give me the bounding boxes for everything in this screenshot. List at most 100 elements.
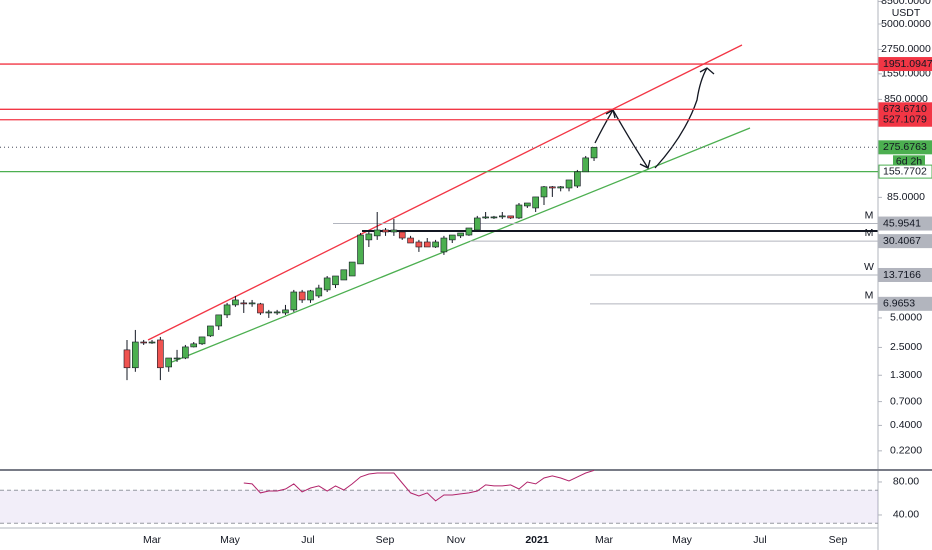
trend-line-upper	[147, 44, 743, 341]
candle-body	[357, 234, 364, 265]
rsi-line	[243, 469, 595, 502]
candle-body	[448, 234, 456, 241]
candle-body	[248, 302, 256, 305]
level-marker: M	[865, 227, 874, 239]
candle-body	[482, 216, 489, 219]
x-tick-label: Sep	[829, 534, 848, 546]
price-tag-label: 1951.0947	[883, 58, 932, 70]
candle-body	[440, 237, 448, 253]
y-tick-label: 850.0000	[884, 93, 928, 105]
candle-body	[398, 231, 406, 239]
price-tag	[878, 164, 932, 179]
price-tag	[878, 112, 932, 127]
price-tag	[878, 57, 932, 72]
x-tick-label: Jul	[753, 534, 766, 546]
candle-body	[157, 339, 164, 369]
candle-body	[232, 299, 239, 306]
candle-body	[257, 303, 264, 314]
candle-body	[557, 186, 564, 189]
candle-body	[132, 341, 139, 369]
projection-arrow	[654, 67, 708, 169]
rsi-band	[0, 490, 878, 524]
y-tick-label: 1.3000	[890, 369, 922, 381]
candle-body	[415, 241, 423, 248]
y-tick-label: 5.0000	[890, 312, 922, 324]
candle-body	[532, 196, 539, 209]
price-tag-label: 527.1079	[883, 114, 927, 126]
candle-body	[490, 216, 498, 219]
y-tick-label: 85.0000	[887, 191, 925, 203]
price-tag-label: 30.4067	[883, 235, 921, 247]
candle-body	[390, 229, 398, 233]
candle-body	[498, 215, 506, 218]
candle-body	[540, 186, 548, 198]
candle-body	[165, 357, 172, 368]
y-tick-label: 80.00	[893, 476, 919, 488]
candle-body	[432, 241, 439, 248]
price-tag	[878, 216, 932, 231]
x-tick-label: Jul	[301, 534, 314, 546]
candle-body	[582, 157, 590, 173]
price-tag-label: 155.7702	[883, 165, 927, 177]
x-tick-label: Mar	[143, 534, 162, 546]
x-tick-label: Mar	[595, 534, 614, 546]
candle-body	[473, 217, 481, 231]
level-marker: M	[865, 290, 874, 302]
candle-body	[323, 277, 331, 291]
drawings	[147, 44, 878, 363]
level-marker: M	[865, 209, 874, 221]
candle-body	[190, 343, 198, 348]
candle-body	[507, 215, 514, 219]
candle-body	[182, 346, 189, 359]
candle-body	[332, 275, 339, 286]
candle-body	[348, 261, 356, 277]
candle-body	[549, 186, 556, 189]
price-tag	[878, 296, 932, 311]
price-tag	[878, 267, 932, 282]
price-tag-label: 6.9653	[883, 298, 915, 310]
arrow-head	[699, 67, 715, 75]
y-tick-label: 0.7000	[890, 395, 922, 407]
price-tag	[878, 140, 932, 155]
x-tick-label: Nov	[447, 534, 466, 546]
y-tick-label: 2750.0000	[881, 43, 931, 55]
candle-body	[565, 179, 573, 189]
candle-body	[574, 171, 581, 187]
y-tick-label: 40.00	[893, 509, 919, 521]
price-tag-label: 275.6763	[883, 141, 927, 153]
candle-body	[140, 341, 147, 344]
candle-body	[407, 237, 414, 244]
x-tick-label: 2021	[525, 534, 549, 546]
candle-body	[315, 287, 323, 297]
unit-label: USDT	[892, 7, 921, 19]
candle-body	[382, 229, 389, 233]
price-tag	[878, 234, 932, 249]
trend-line-lower	[171, 127, 751, 363]
candle-body	[524, 202, 531, 207]
candle-body	[123, 349, 131, 369]
y-tick-label: 0.2200	[890, 445, 922, 457]
level-marker: W	[864, 261, 874, 273]
candle-body	[273, 311, 281, 314]
candle-body	[465, 227, 473, 236]
candle-body	[298, 291, 306, 301]
candle-body	[223, 304, 231, 316]
price-tag-label: 45.9541	[883, 217, 921, 229]
candle-body	[340, 269, 348, 281]
y-tick-label: 8500.0000	[881, 0, 931, 7]
countdown-label: 6d 2h	[896, 156, 922, 168]
candle-body	[373, 229, 381, 237]
x-tick-label: Sep	[376, 534, 395, 546]
candle-body	[198, 336, 206, 345]
y-tick-label: 0.4000	[890, 419, 922, 431]
candle-body	[457, 232, 464, 237]
candle-body	[265, 311, 273, 314]
arrow-head	[605, 109, 651, 169]
candle-body	[148, 341, 156, 344]
y-tick-label: 5000.0000	[881, 18, 931, 30]
y-tick-label: 2.5000	[890, 341, 922, 353]
candle-body	[515, 204, 523, 219]
candle-body	[290, 291, 298, 311]
candle-body	[590, 146, 598, 159]
